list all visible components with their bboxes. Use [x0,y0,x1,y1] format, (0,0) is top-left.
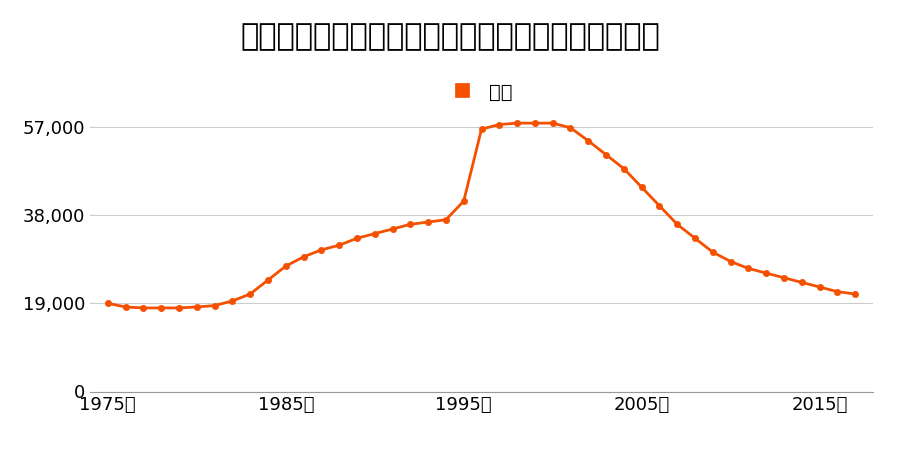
価格 [423,219,434,225]
価格 [654,203,665,208]
価格 [209,303,220,308]
価格 [316,247,327,252]
価格 [494,122,505,127]
価格 [547,121,558,126]
価格 [440,217,451,222]
価格 [689,236,700,241]
価格 [671,222,682,227]
価格 [832,289,842,294]
価格 [814,284,825,290]
価格 [778,275,789,280]
価格 [156,305,166,310]
価格 [796,280,807,285]
価格 [707,249,718,255]
価格 [583,138,594,144]
価格 [618,166,629,171]
価格 [192,304,202,310]
価格 [725,259,736,264]
価格 [138,305,148,310]
価格 [121,304,131,310]
価格 [174,305,184,310]
価格 [245,291,256,297]
Line: 価格: 価格 [104,120,859,311]
価格 [850,291,860,297]
価格 [529,121,540,126]
価格 [352,236,363,241]
価格 [405,222,416,227]
価格 [476,126,487,132]
価格 [298,254,309,260]
価格 [387,226,398,232]
価格 [227,298,238,304]
価格 [334,243,345,248]
価格 [103,301,113,306]
価格 [743,266,754,271]
価格 [263,277,274,283]
価格 [565,125,576,130]
価格 [760,270,771,276]
Text: 長野県小諸市大字柏木字西大道下６２番の地価推移: 長野県小諸市大字柏木字西大道下６２番の地価推移 [240,22,660,51]
価格 [458,198,469,204]
価格 [636,184,647,190]
価格 [600,152,611,158]
Legend: 価格: 価格 [443,74,520,110]
価格 [369,231,380,236]
価格 [512,121,523,126]
価格 [281,263,292,269]
